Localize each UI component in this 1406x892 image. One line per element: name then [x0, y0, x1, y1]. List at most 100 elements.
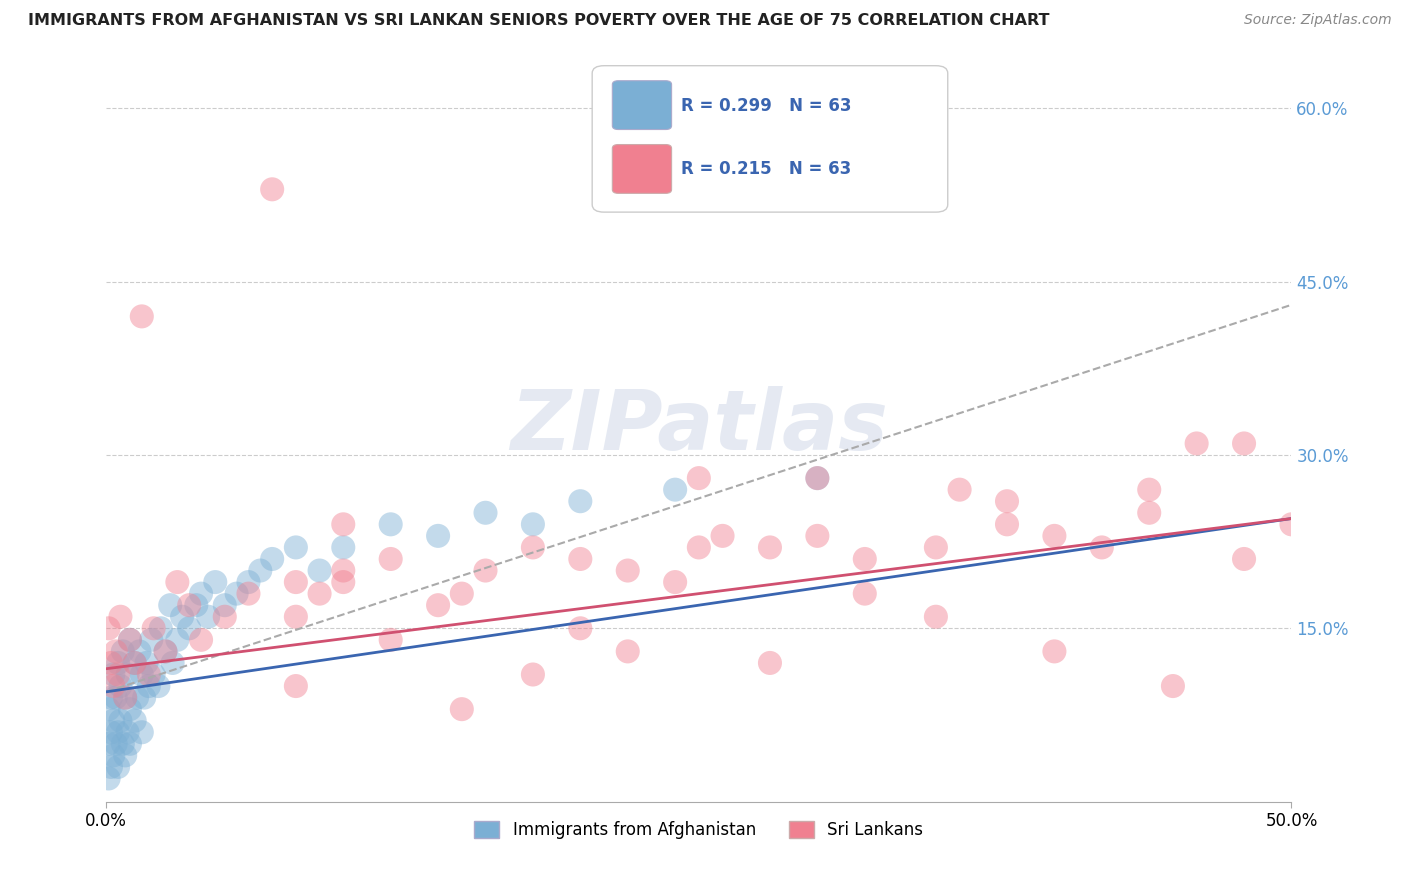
- Point: [925, 609, 948, 624]
- Point: [155, 644, 177, 658]
- Point: [1137, 506, 1160, 520]
- Point: [284, 609, 307, 624]
- Point: [149, 621, 172, 635]
- Point: [110, 609, 132, 624]
- Point: [332, 541, 354, 555]
- Point: [117, 667, 139, 681]
- Point: [131, 725, 153, 739]
- Point: [97, 621, 120, 635]
- Point: [284, 679, 307, 693]
- Point: [162, 656, 184, 670]
- Point: [806, 471, 828, 485]
- Point: [1091, 541, 1114, 555]
- Point: [110, 679, 132, 693]
- Point: [111, 737, 134, 751]
- Point: [711, 529, 734, 543]
- Point: [118, 737, 141, 751]
- Point: [380, 517, 402, 532]
- Point: [1043, 529, 1066, 543]
- Point: [1233, 552, 1256, 566]
- Point: [1161, 679, 1184, 693]
- Point: [142, 667, 165, 681]
- Point: [118, 632, 141, 647]
- Point: [332, 517, 354, 532]
- Point: [332, 575, 354, 590]
- Point: [569, 494, 592, 508]
- Point: [262, 182, 284, 196]
- Text: Source: ZipAtlas.com: Source: ZipAtlas.com: [1244, 13, 1392, 28]
- Point: [179, 621, 201, 635]
- Point: [125, 690, 148, 705]
- Point: [104, 690, 127, 705]
- Point: [166, 575, 188, 590]
- Point: [190, 587, 212, 601]
- Point: [197, 609, 219, 624]
- Point: [103, 667, 125, 681]
- Point: [159, 598, 181, 612]
- Point: [131, 667, 153, 681]
- Point: [853, 552, 876, 566]
- Point: [138, 679, 160, 693]
- Point: [110, 714, 132, 728]
- Point: [569, 552, 592, 566]
- Point: [806, 471, 828, 485]
- Point: [522, 517, 544, 532]
- Text: ZIPatlas: ZIPatlas: [510, 385, 887, 467]
- Point: [284, 575, 307, 590]
- Point: [141, 632, 163, 647]
- Point: [190, 632, 212, 647]
- Point: [214, 598, 236, 612]
- FancyBboxPatch shape: [592, 66, 948, 212]
- Point: [238, 587, 260, 601]
- Point: [616, 564, 638, 578]
- Point: [118, 632, 141, 647]
- Point: [238, 575, 260, 590]
- Point: [380, 632, 402, 647]
- Point: [522, 667, 544, 681]
- Point: [427, 529, 450, 543]
- Point: [225, 587, 247, 601]
- Point: [664, 483, 686, 497]
- Point: [806, 529, 828, 543]
- Point: [114, 690, 136, 705]
- Point: [186, 598, 208, 612]
- Point: [103, 679, 125, 693]
- Point: [103, 714, 125, 728]
- Point: [380, 552, 402, 566]
- Point: [155, 644, 177, 658]
- Point: [124, 714, 146, 728]
- Point: [853, 587, 876, 601]
- Point: [1233, 436, 1256, 450]
- Point: [97, 737, 120, 751]
- Point: [427, 598, 450, 612]
- Text: R = 0.299   N = 63: R = 0.299 N = 63: [681, 97, 852, 115]
- Point: [104, 644, 127, 658]
- Point: [97, 702, 120, 716]
- Point: [124, 656, 146, 670]
- Point: [759, 656, 782, 670]
- Point: [759, 541, 782, 555]
- Point: [131, 310, 153, 324]
- Point: [138, 667, 160, 681]
- Point: [142, 621, 165, 635]
- Point: [172, 609, 194, 624]
- Point: [107, 760, 129, 774]
- Point: [1137, 483, 1160, 497]
- Point: [569, 621, 592, 635]
- Point: [103, 748, 125, 763]
- Point: [688, 541, 710, 555]
- Point: [664, 575, 686, 590]
- Point: [111, 644, 134, 658]
- Point: [616, 644, 638, 658]
- Point: [134, 690, 156, 705]
- FancyBboxPatch shape: [613, 145, 672, 194]
- Point: [949, 483, 972, 497]
- Point: [1185, 436, 1208, 450]
- Point: [995, 517, 1018, 532]
- Point: [179, 598, 201, 612]
- Point: [474, 506, 496, 520]
- Point: [308, 587, 330, 601]
- Text: R = 0.215   N = 63: R = 0.215 N = 63: [681, 161, 851, 178]
- Point: [214, 609, 236, 624]
- Point: [100, 690, 122, 705]
